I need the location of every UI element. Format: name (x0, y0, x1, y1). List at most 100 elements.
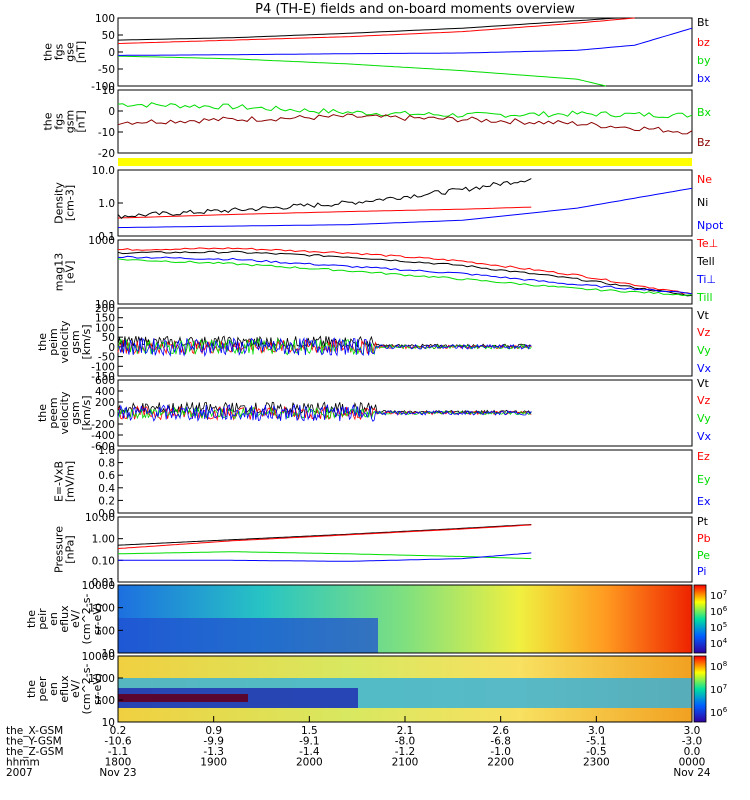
series-Till (117, 258, 693, 297)
x-tick-label: 2100 (392, 757, 419, 769)
x-tick-label: 0000 (679, 757, 706, 769)
y-tick-label: 0 (108, 408, 115, 420)
legend-by: by (697, 54, 711, 67)
panel-density: 10.0 1.0 0.1 Density[cm-3] Ne Ni Npot (53, 165, 724, 243)
legend-bz: bz (697, 36, 710, 49)
series-Ni (117, 178, 532, 219)
y-tick-label: 100 (95, 299, 115, 311)
y-tick-label: 400 (95, 386, 115, 398)
y-tick-label: 100 (95, 695, 115, 707)
y-tick-label: 600 (95, 375, 115, 387)
legend-Ex: Ex (697, 495, 711, 508)
y-tick-label: 0 (108, 106, 115, 118)
colorbar-scale (693, 655, 707, 723)
colorbar-tick: 105 (710, 621, 727, 634)
y-tick-label: 0.1 (98, 231, 115, 243)
y-tick-label: 1000 (88, 603, 115, 615)
x-tick-label: 3.0 (588, 725, 605, 737)
series-Ti⊥ (117, 255, 693, 295)
x-row-label: the_X-GSM (6, 725, 63, 737)
series-Pt (117, 524, 532, 546)
x-tick-label: -10.6 (104, 736, 131, 748)
legend-Till: Till (696, 291, 713, 304)
y-axis-label: Pressure[nPa] (53, 526, 77, 573)
y-tick-label: 1.0 (98, 445, 115, 457)
y-tick-label: -100 (91, 361, 115, 373)
legend-Bt: Bt (697, 16, 710, 29)
x-row-label: the_Z-GSM (6, 746, 64, 758)
legend-Ti⊥: Ti⊥ (696, 273, 716, 286)
legend-Pt: Pt (697, 515, 709, 528)
y-tick-label: 1.00 (92, 534, 115, 546)
x-tick-label: 1.5 (301, 725, 318, 737)
y-tick-label: -150 (91, 371, 115, 383)
y-axis-label: thepeerenefluxeV/(cm^2-s-sr-eV) (25, 664, 104, 715)
legend-Vz: Vz (697, 326, 711, 339)
x-tick-label: 2000 (296, 757, 323, 769)
panel-frame (117, 516, 693, 583)
x-row-label: 2007 (6, 767, 33, 779)
plot-title: P4 (TH-E) fields and on-board moments ov… (255, 2, 575, 17)
y-axis-label: mag13[eV] (53, 253, 77, 291)
y-axis-label: thepeemvelocitygsm[km/s] (36, 391, 93, 434)
panel-e-vxb: 1.00.80.60.40.20.0 E=-VxB[mV/m] Ez Ey Ex (53, 445, 711, 520)
y-tick-label: 200 (95, 303, 115, 315)
series-Tell (117, 250, 693, 297)
y-tick-label: 10 (102, 85, 115, 97)
legend-Vx: Vx (697, 430, 712, 443)
panel-frame (117, 239, 693, 305)
x-tick-label: 1800 (105, 757, 132, 769)
spectrogram-dense-band (118, 694, 248, 702)
y-axis-label: thefgsgsm[nT] (42, 110, 88, 133)
panel-frame (117, 17, 693, 87)
y-tick-label: 50 (102, 332, 115, 344)
legend-Vt: Vt (697, 309, 710, 322)
y-axis-label: Density[cm-3] (53, 182, 77, 224)
y-tick-label: 0.01 (92, 577, 115, 589)
legend-Vz: Vz (697, 394, 711, 407)
panel-frame (117, 307, 693, 377)
legend-Bz: Bz (697, 136, 711, 149)
y-tick-label: -10 (98, 127, 115, 139)
panel-frame (117, 584, 693, 654)
y-tick-label: 1.0 (98, 198, 115, 210)
y-tick-label: 0.0 (98, 508, 115, 520)
series-Vx (117, 336, 532, 358)
series-Pi (118, 552, 532, 562)
y-tick-label: 0.6 (98, 470, 115, 482)
panel-fgs-gse: 100 50 0 -50 -100 thefgsgse[nT] Bt bz by bx (42, 13, 711, 93)
series-Pb (117, 524, 532, 549)
y-tick-label: 0.10 (92, 555, 115, 567)
series-Pe (117, 551, 532, 560)
x-tick-label: 2200 (487, 757, 514, 769)
x-tick-label: -5.1 (586, 736, 607, 748)
y-axis-label: E=-VxB[mV/m] (53, 461, 77, 502)
legend-Ne: Ne (697, 173, 712, 186)
y-tick-label: 0.4 (98, 483, 115, 495)
x-tick-label: 1900 (200, 757, 227, 769)
y-tick-label: 100 (95, 13, 115, 25)
y-tick-label: 10 (102, 717, 115, 729)
legend-Ni: Ni (697, 196, 708, 209)
panel-pressure: 10.00 1.00 0.10 0.01 Pressure[nPa] Pt Pb Pe Pi (53, 512, 711, 589)
legend-Vt: Vt (697, 377, 710, 390)
series-Npot (117, 187, 693, 229)
x-tick-label: -8.0 (395, 736, 416, 748)
x-tick-label: Nov 23 (99, 767, 136, 779)
x-tick-label: -9.9 (203, 736, 224, 748)
legend-Ez: Ez (697, 450, 710, 463)
x-tick-label: -6.8 (490, 736, 511, 748)
x-tick-label: 2.1 (397, 725, 414, 737)
series-Bx (117, 102, 693, 119)
y-tick-label: 0.8 (98, 458, 115, 470)
panels: 100500-50-100thefgsgse[nT]Btbzbybx100-10… (25, 13, 728, 729)
y-tick-label: -50 (98, 352, 115, 364)
y-tick-label: 0 (108, 47, 115, 59)
y-tick-label: -50 (98, 64, 115, 76)
yellow-flag-bar (118, 158, 692, 166)
series-Te⊥ (117, 247, 693, 295)
y-axis-label: thepeimvelocitygsm[km/s] (36, 320, 93, 363)
colorbar-tick: 108 (710, 660, 727, 673)
